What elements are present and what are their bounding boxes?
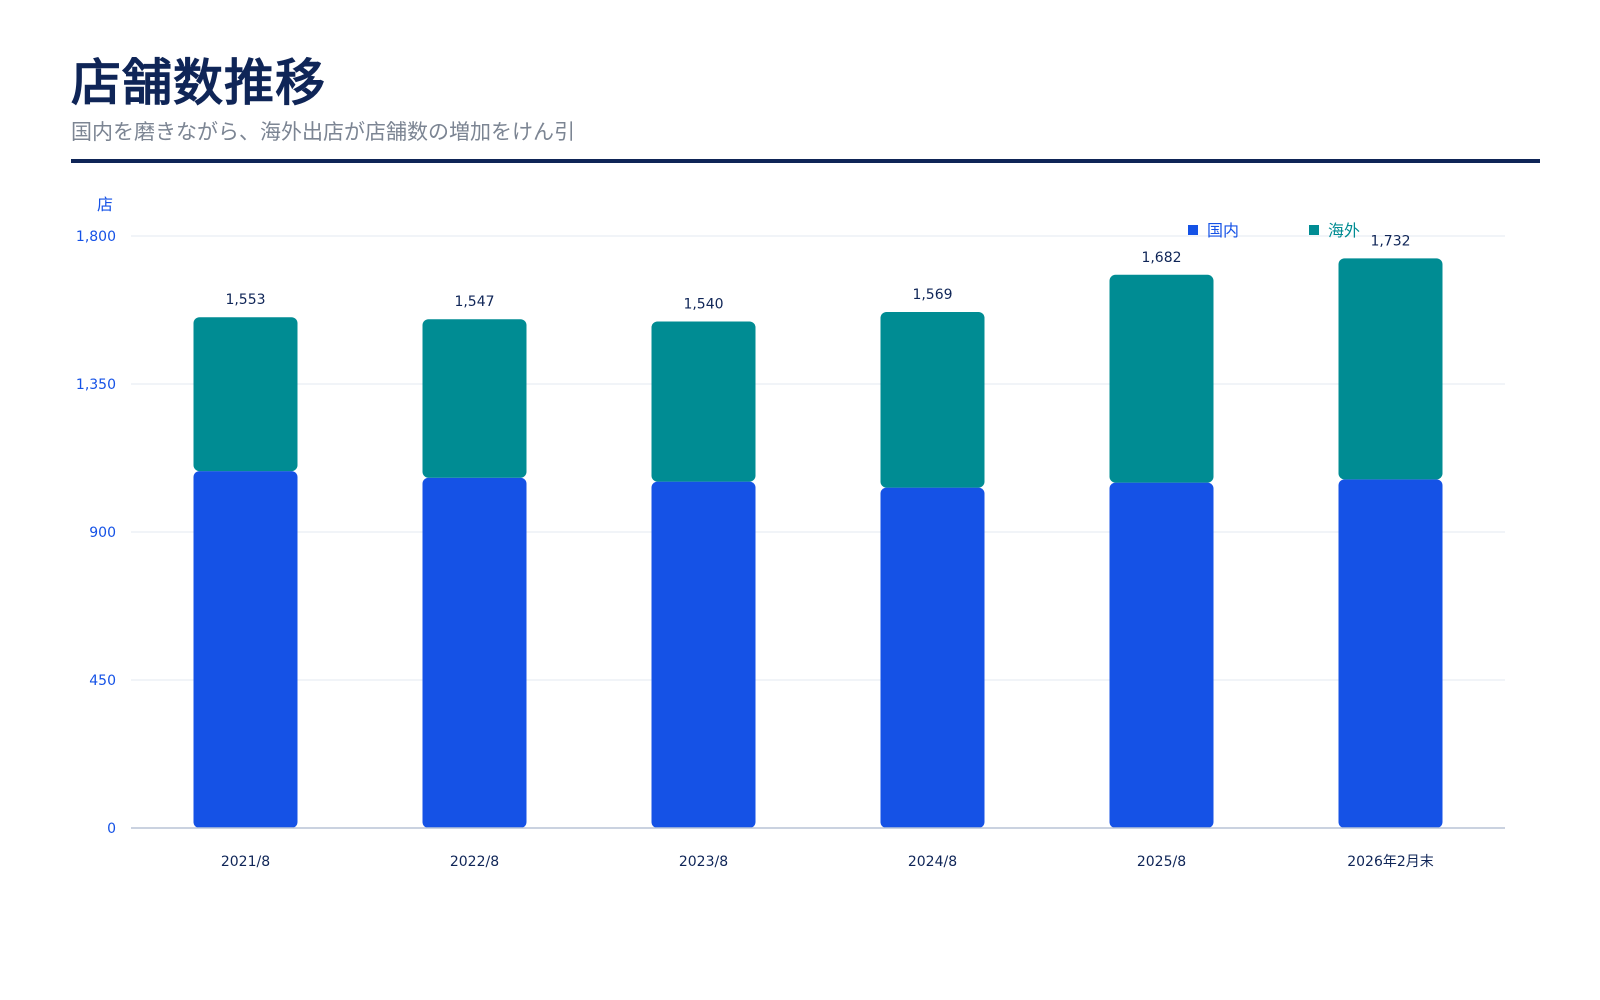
page-subtitle: 国内を磨きながら、海外出店が店舗数の増加をけん引 [71, 120, 575, 144]
total-label: 1,732 [1370, 233, 1410, 249]
total-label: 1,569 [912, 287, 952, 303]
x-tick-label: 2023/8 [679, 854, 728, 870]
x-tick-label: 2022/8 [450, 854, 499, 870]
legend-overseas-label: 海外 [1328, 221, 1360, 240]
bar-domestic [880, 487, 985, 828]
bar-overseas [651, 321, 756, 482]
y-tick-label: 450 [89, 673, 116, 689]
bar-domestic [1338, 479, 1443, 828]
legend-overseas-swatch [1309, 225, 1319, 235]
y-tick-label: 1,800 [76, 229, 116, 245]
y-tick-label: 1,350 [76, 377, 116, 393]
x-tick-label: 2024/8 [908, 854, 957, 870]
header: 店舗数推移 国内を磨きながら、海外出店が店舗数の増加をけん引 [71, 52, 1539, 146]
bar-domestic [651, 481, 756, 828]
total-label: 1,547 [454, 294, 494, 310]
bar-domestic [1109, 482, 1214, 828]
bar-overseas [422, 319, 527, 478]
legend-domestic-label: 国内 [1207, 221, 1239, 240]
total-label: 1,553 [225, 292, 265, 308]
y-tick-label: 0 [107, 821, 116, 837]
y-tick-label: 900 [89, 525, 116, 541]
x-tick-label: 2021/8 [221, 854, 270, 870]
y-axis-label: 店 [97, 195, 113, 214]
x-tick-label: 2025/8 [1137, 854, 1186, 870]
bar-overseas [193, 317, 298, 472]
bar-overseas [1338, 258, 1443, 480]
total-label: 1,540 [683, 297, 723, 313]
x-tick-label: 2026年2月末 [1347, 854, 1434, 870]
title-divider [71, 159, 1540, 163]
page-title: 店舗数推移 [71, 54, 326, 112]
bar-domestic [422, 477, 527, 828]
bar-domestic [193, 471, 298, 828]
total-label: 1,682 [1141, 250, 1181, 266]
bar-overseas [880, 311, 985, 488]
legend-domestic-swatch [1188, 225, 1198, 235]
bar-overseas [1109, 274, 1214, 483]
